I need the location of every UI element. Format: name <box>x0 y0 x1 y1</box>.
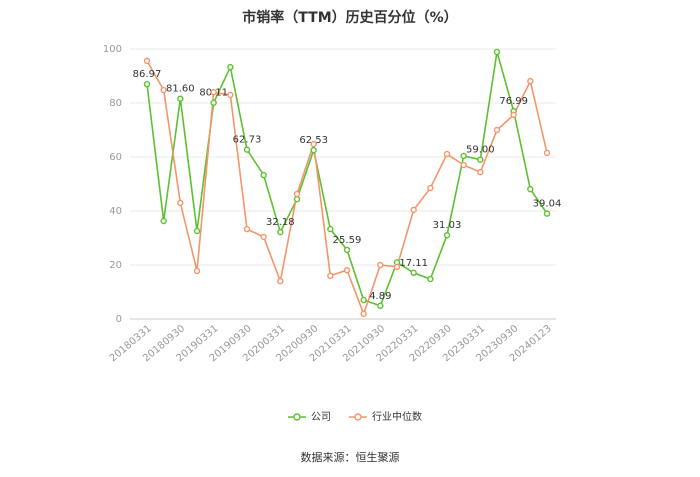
data-label: 62.53 <box>299 135 328 146</box>
point <box>210 88 217 96</box>
point <box>277 228 284 236</box>
data-label: 86.97 <box>133 69 162 80</box>
data-label: 81.60 <box>166 84 195 95</box>
point <box>160 217 167 225</box>
point <box>510 111 517 119</box>
data-label: 31.03 <box>433 220 462 231</box>
point <box>210 99 217 106</box>
point <box>293 195 301 203</box>
point <box>377 261 384 269</box>
point <box>227 63 234 71</box>
point <box>360 310 367 318</box>
point <box>543 149 551 157</box>
legend-label: 行业中位数 <box>372 410 422 423</box>
legend-marker <box>293 413 301 421</box>
point <box>493 126 501 134</box>
point <box>427 184 434 192</box>
point <box>493 48 501 56</box>
point <box>477 156 484 163</box>
point <box>193 267 201 275</box>
point <box>343 246 351 254</box>
y-tick-label: 40 <box>109 206 122 217</box>
data-label: 17.11 <box>399 258 428 269</box>
point <box>343 266 351 274</box>
point <box>327 272 334 279</box>
point <box>443 232 451 239</box>
data-label: 76.99 <box>499 96 528 107</box>
legend-label: 公司 <box>311 412 331 423</box>
y-tick-label: 80 <box>109 98 122 109</box>
point <box>260 171 267 179</box>
point <box>310 140 317 148</box>
point <box>277 278 284 285</box>
point <box>477 168 484 176</box>
point <box>377 302 384 309</box>
data-label: 32.18 <box>266 217 295 228</box>
point <box>243 146 251 153</box>
point <box>310 146 317 154</box>
y-tick-label: 100 <box>103 44 122 55</box>
point <box>427 275 434 283</box>
point <box>143 57 151 65</box>
point <box>327 225 334 233</box>
data-label: 59.00 <box>466 145 495 156</box>
point <box>460 161 467 169</box>
data-label: 39.04 <box>533 199 562 210</box>
point <box>293 190 301 198</box>
point <box>360 296 367 304</box>
point <box>543 210 551 217</box>
chart-title: 市销率（TTM）历史百分位（%） <box>242 9 457 26</box>
y-tick-label: 60 <box>109 152 122 163</box>
point <box>243 225 251 233</box>
data-label: 25.59 <box>333 235 362 246</box>
point <box>460 152 467 160</box>
point <box>227 91 234 99</box>
legend-marker <box>354 413 362 421</box>
point <box>177 95 184 102</box>
point <box>410 269 417 277</box>
point <box>443 150 451 158</box>
y-tick-label: 20 <box>109 260 122 271</box>
point <box>143 80 151 88</box>
point <box>527 185 534 193</box>
point <box>527 77 534 85</box>
point <box>260 233 267 241</box>
data-label: 62.73 <box>233 135 262 146</box>
point <box>160 86 167 94</box>
point <box>193 227 201 235</box>
point <box>410 206 417 214</box>
source: 数据来源：恒生聚源 <box>301 450 400 464</box>
point <box>393 263 401 271</box>
point <box>177 199 184 207</box>
y-tick-label: 0 <box>116 314 122 325</box>
data-label: 4.89 <box>369 291 391 302</box>
